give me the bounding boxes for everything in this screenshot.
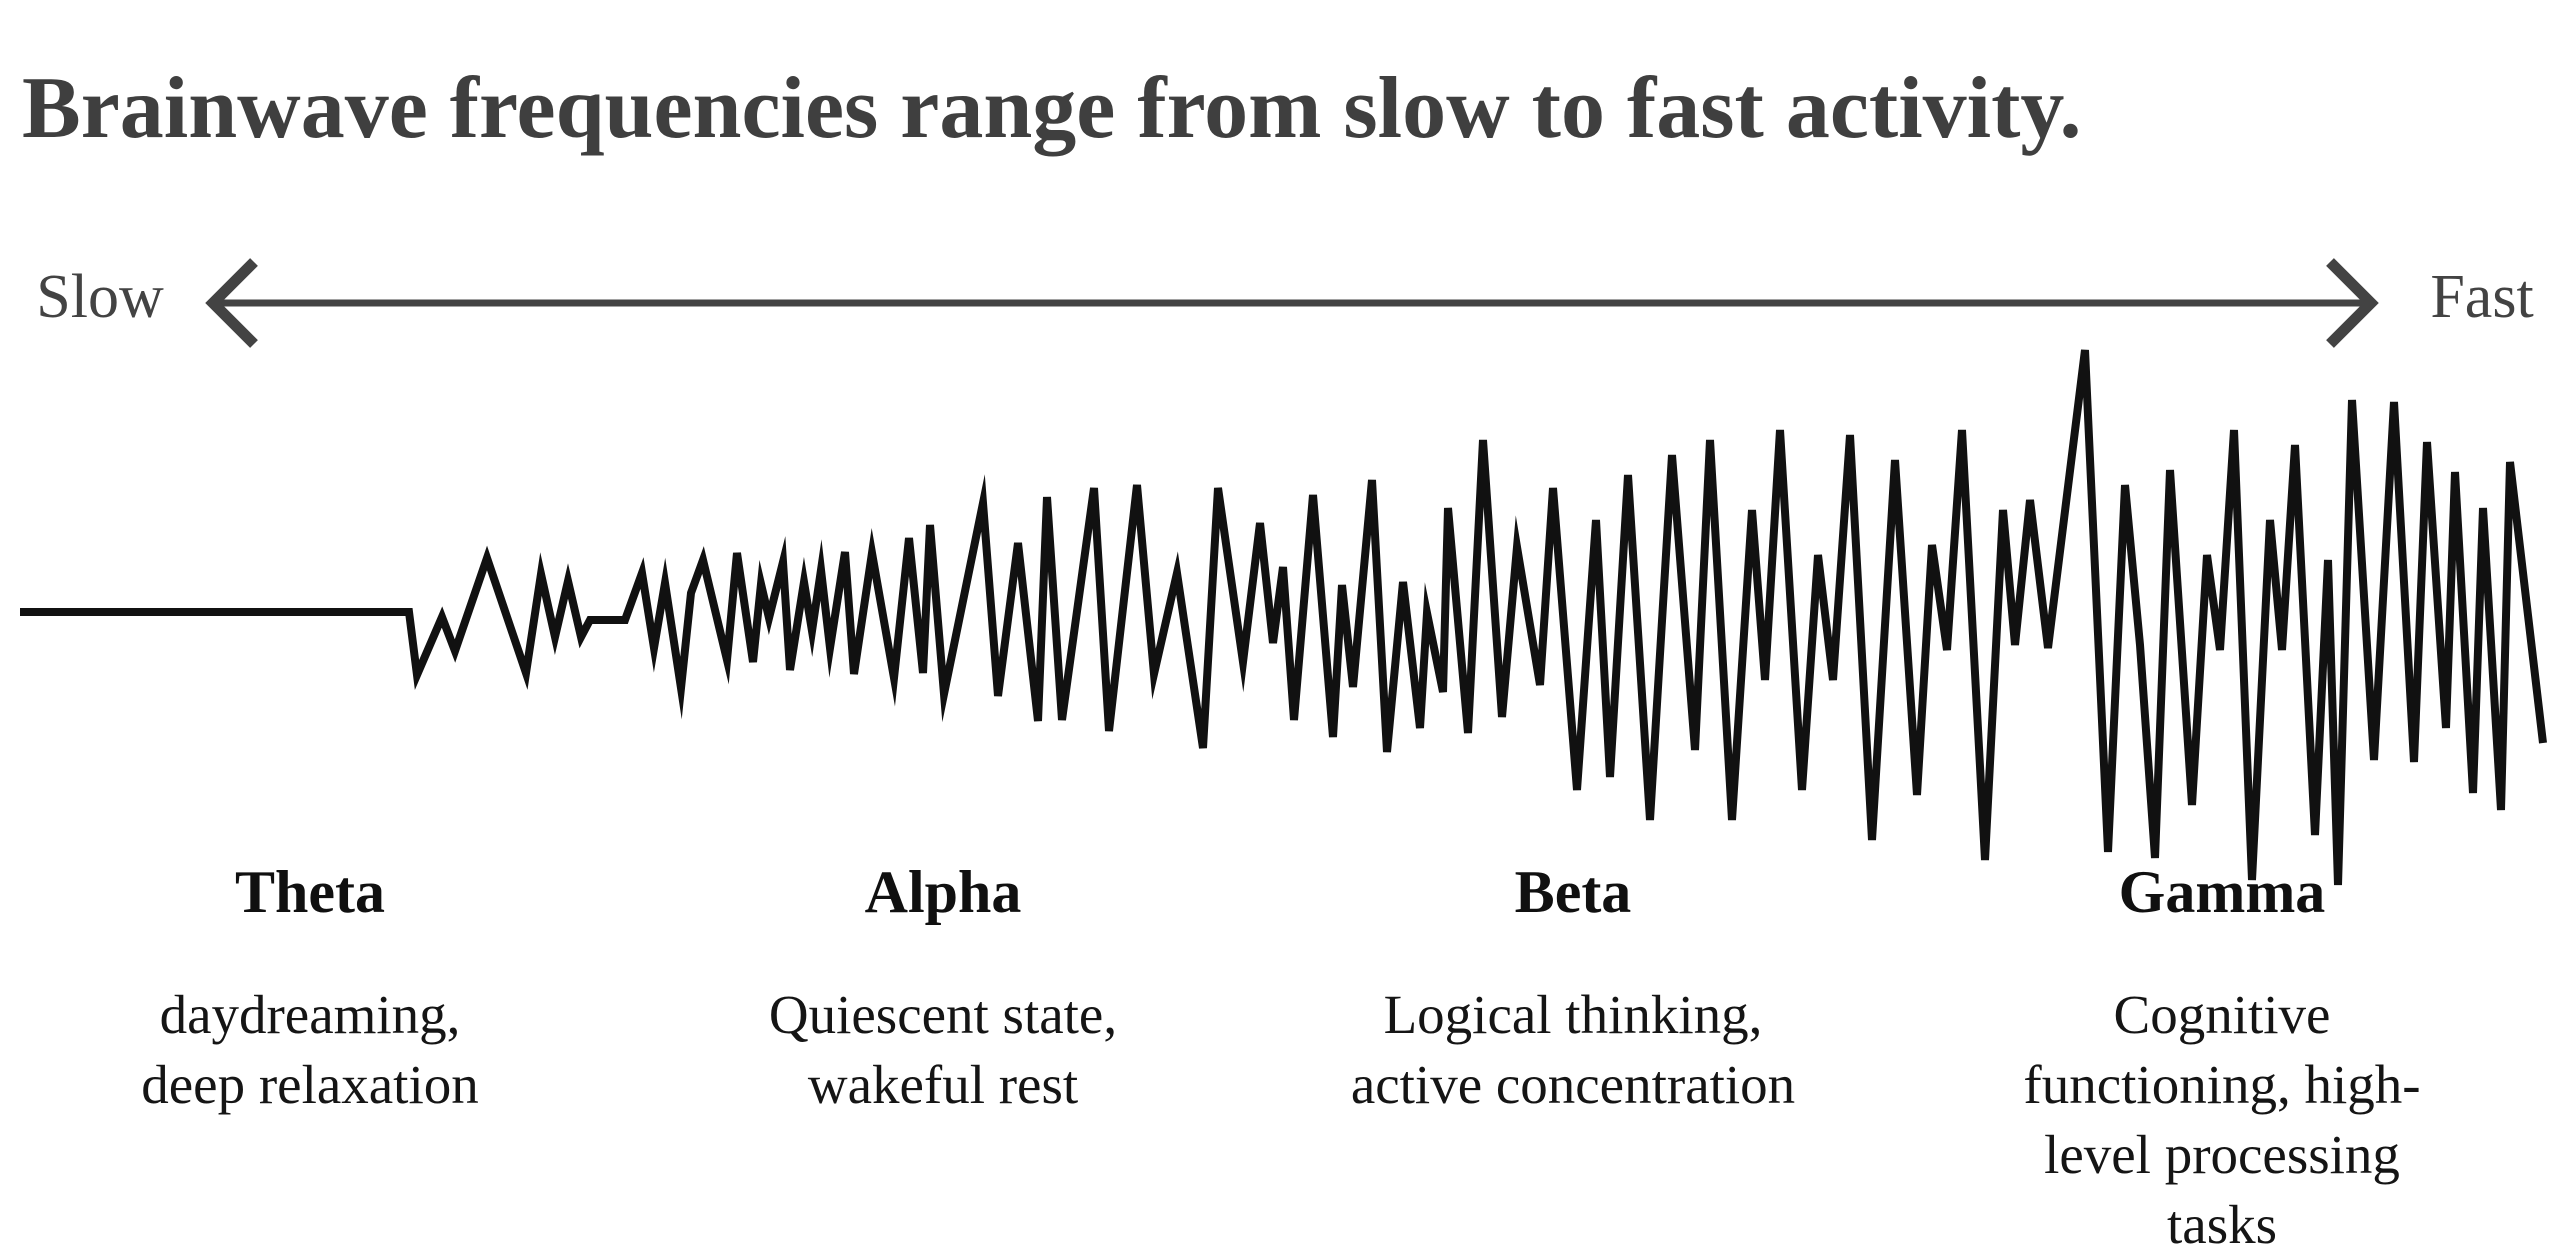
beta-desc-line: active concentration [1350, 1054, 1796, 1115]
section-beta: Beta Logical thinking, active concentrat… [1293, 862, 1853, 1120]
gamma-desc-line: tasks [2167, 1194, 2277, 1255]
brainwave-polyline [20, 349, 2547, 886]
gamma-desc-line: level processing [2044, 1124, 2400, 1185]
gamma-description: Cognitive functioning, high- level proce… [1972, 980, 2472, 1260]
section-alpha: Alpha Quiescent state, wakeful rest [693, 862, 1193, 1120]
arrow-left-chevron-icon [205, 258, 258, 348]
theta-desc-line: deep relaxation [141, 1054, 479, 1115]
gamma-label: Gamma [2118, 859, 2326, 925]
slow-label: Slow [36, 263, 164, 331]
theta-description: daydreaming, deep relaxation [60, 980, 560, 1120]
beta-label: Beta [1514, 859, 1632, 925]
section-gamma: Gamma Cognitive functioning, high- level… [1972, 862, 2472, 1260]
beta-desc-line: Logical thinking, [1383, 984, 1763, 1045]
beta-description: Logical thinking, active concentration [1293, 980, 1853, 1120]
arrow-right-chevron-icon [2326, 258, 2379, 348]
gamma-desc-line: Cognitive [2113, 984, 2331, 1045]
alpha-description: Quiescent state, wakeful rest [693, 980, 1193, 1120]
theta-label: Theta [235, 859, 385, 925]
section-theta: Theta daydreaming, deep relaxation [60, 862, 560, 1120]
alpha-label: Alpha [864, 859, 1022, 925]
gamma-desc-line: functioning, high- [2023, 1054, 2421, 1115]
alpha-desc-line: wakeful rest [807, 1054, 1079, 1115]
alpha-desc-line: Quiescent state, [768, 984, 1118, 1045]
page-title: Brainwave frequencies range from slow to… [22, 59, 2082, 157]
theta-desc-line: daydreaming, [159, 984, 461, 1045]
fast-label: Fast [2430, 263, 2534, 331]
